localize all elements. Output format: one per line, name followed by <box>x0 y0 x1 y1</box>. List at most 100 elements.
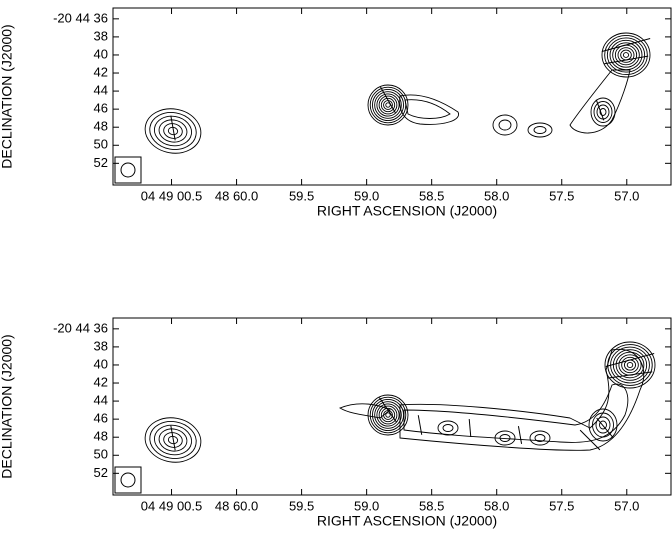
contours <box>144 341 656 463</box>
contour <box>369 86 407 124</box>
polarization-vector <box>601 38 651 52</box>
contour <box>615 351 645 379</box>
contours <box>144 32 651 154</box>
contour <box>163 432 183 448</box>
contour <box>527 122 553 138</box>
x-tick-label: 58.0 <box>484 498 509 513</box>
polarization-vector <box>468 418 472 438</box>
x-tick-label: 59.0 <box>354 188 379 203</box>
polarization-vector <box>170 115 176 141</box>
contour <box>534 434 546 442</box>
x-tick-label: 48 60.0 <box>215 498 258 513</box>
contour <box>385 412 391 418</box>
contour <box>144 417 202 463</box>
contour <box>378 405 398 425</box>
polarization-vector <box>596 417 614 439</box>
polarization-vector <box>170 425 176 451</box>
contour <box>167 435 179 445</box>
contour <box>437 420 459 436</box>
contour <box>592 412 614 438</box>
x-tick-label: 04 49 00.5 <box>141 498 202 513</box>
polarization-vector <box>607 371 653 379</box>
contour <box>612 349 648 381</box>
contour <box>614 44 638 66</box>
x-tick-label: 57.5 <box>549 188 574 203</box>
polarization-vector <box>380 86 396 114</box>
contour <box>612 42 640 68</box>
contour <box>338 403 391 419</box>
contour <box>492 114 518 136</box>
polarization-vector <box>603 55 649 65</box>
contour <box>621 356 639 374</box>
y-tick-label: 46 <box>94 101 108 116</box>
contour <box>529 430 551 446</box>
contour <box>378 95 398 115</box>
y-tick-label: 48 <box>94 119 108 134</box>
contour <box>144 108 202 154</box>
y-tick-label: 50 <box>94 447 108 462</box>
contour <box>376 93 400 117</box>
contour <box>369 396 407 434</box>
contour <box>158 119 188 143</box>
contour <box>533 126 547 134</box>
contour <box>153 424 193 456</box>
contour <box>167 126 179 136</box>
x-tick-label: 58.0 <box>484 188 509 203</box>
y-tick-label: 44 <box>94 393 108 408</box>
y-tick-label: 40 <box>94 356 108 371</box>
panel: 04 49 00.5 48 60.0 59.5 59.0 58.5 58.0 57.5 57.… <box>0 317 672 529</box>
contour <box>593 101 613 123</box>
contour <box>376 403 400 427</box>
contour <box>371 88 405 122</box>
polarization-vector <box>579 429 601 451</box>
contour <box>374 91 402 119</box>
x-axis-label: RIGHT ASCENSION (J2000) <box>317 203 497 219</box>
x-tick-label: 48 60.0 <box>215 188 258 203</box>
y-axis-label: DECLINATION (J2000) <box>0 334 15 478</box>
y-tick-label: 42 <box>94 374 108 389</box>
y-tick-label: 50 <box>94 137 108 152</box>
x-tick-label: 57.0 <box>614 498 639 513</box>
contour <box>626 361 634 369</box>
contour <box>403 383 629 443</box>
contour <box>494 430 516 446</box>
contour <box>149 112 197 150</box>
polarization-vector <box>595 99 605 121</box>
plot-frame <box>112 317 672 496</box>
contour <box>601 32 651 78</box>
contour <box>588 408 618 442</box>
contour <box>599 108 607 116</box>
contour <box>620 49 632 61</box>
plot-frame <box>112 7 672 186</box>
contour <box>163 123 183 139</box>
contour <box>385 102 391 108</box>
contour <box>153 115 193 147</box>
y-tick-label: 38 <box>94 338 108 353</box>
contour <box>590 97 616 127</box>
contour <box>617 47 635 63</box>
contour <box>149 421 197 459</box>
contour <box>599 420 607 430</box>
beam-box <box>114 466 142 494</box>
x-tick-label: 04 49 00.5 <box>141 188 202 203</box>
x-tick-label: 57.0 <box>614 188 639 203</box>
y-tick-label: 52 <box>94 155 108 170</box>
contour <box>604 341 656 389</box>
contour <box>158 428 188 452</box>
contour <box>367 84 409 126</box>
contour <box>622 52 630 58</box>
x-tick-label: 58.5 <box>419 498 444 513</box>
y-tick-label: 48 <box>94 429 108 444</box>
beam <box>120 472 136 488</box>
y-tick-label: 40 <box>94 46 108 61</box>
contour <box>569 69 631 134</box>
contour <box>399 94 459 125</box>
y-axis-label: DECLINATION (J2000) <box>0 24 15 168</box>
y-tick-label: 38 <box>94 28 108 43</box>
panel: 04 49 00.5 48 60.0 59.5 59.0 58.5 58.0 57.5 57.… <box>0 7 672 219</box>
y-tick-label: 46 <box>94 411 108 426</box>
y-tick-label: -20 44 36 <box>53 320 108 335</box>
polarization-vector <box>517 426 523 444</box>
contour <box>604 34 648 76</box>
